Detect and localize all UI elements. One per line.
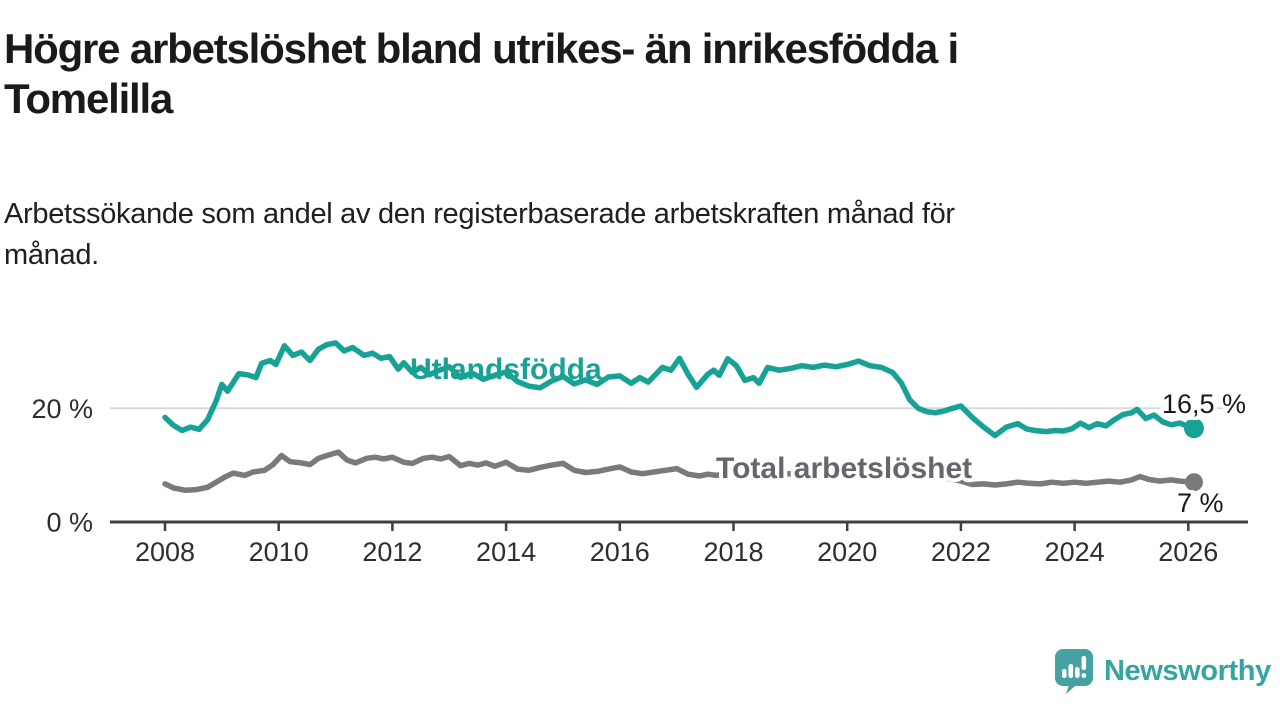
page-title: Högre arbetslöshet bland utrikes- än inr… bbox=[4, 24, 1274, 124]
x-tick-label-2014: 2014 bbox=[476, 537, 536, 567]
newsworthy-logo-icon bbox=[1055, 649, 1093, 694]
page-title-line1: Högre arbetslöshet bland utrikes- än inr… bbox=[4, 25, 959, 72]
y-axis-label-0: 0 % bbox=[46, 508, 93, 538]
series-line-total bbox=[162, 449, 1197, 493]
chart-subtitle: Arbetssökande som andel av den registerb… bbox=[4, 194, 1204, 276]
end-value-label-utlandsfodda: 16,5 % bbox=[1162, 389, 1246, 419]
bar-icon-medium bbox=[1068, 664, 1074, 678]
x-tick-label-2016: 2016 bbox=[590, 537, 650, 567]
end-value-label-total: 7 % bbox=[1177, 488, 1224, 518]
x-tick-label-2022: 2022 bbox=[931, 537, 991, 567]
x-tick-label-2012: 2012 bbox=[362, 537, 422, 567]
x-tick-label-2020: 2020 bbox=[817, 537, 877, 567]
speech-bubble-shape bbox=[1055, 649, 1093, 694]
bar-icon-short bbox=[1075, 667, 1080, 678]
x-tick-label-2008: 2008 bbox=[135, 537, 195, 567]
series-label-total: Total arbetslöshet bbox=[716, 452, 972, 485]
exclamation-bar-icon bbox=[1081, 656, 1087, 670]
series-line-utlandsfodda bbox=[162, 340, 1197, 439]
end-dot-utlandsfodda bbox=[1183, 418, 1204, 439]
exclamation-dot-icon bbox=[1081, 673, 1087, 678]
y-axis-label-20: 20 % bbox=[31, 394, 93, 424]
page-title-line2: Tomelilla bbox=[4, 75, 173, 122]
x-tick-label-2010: 2010 bbox=[249, 537, 309, 567]
x-tick-label-2026: 2026 bbox=[1158, 537, 1218, 567]
bar-icon-small bbox=[1062, 669, 1067, 678]
chart-subtitle-line1: Arbetssökande som andel av den registerb… bbox=[4, 198, 955, 230]
end-dot-total bbox=[1184, 473, 1203, 492]
newsworthy-logo-text: Newsworthy bbox=[1104, 655, 1271, 687]
chart-subtitle-line2: månad. bbox=[4, 239, 99, 271]
newsworthy-logo: Newsworthy bbox=[1055, 649, 1271, 694]
x-tick-label-2024: 2024 bbox=[1045, 537, 1105, 567]
x-tick-label-2018: 2018 bbox=[703, 537, 763, 567]
series-label-utlandsfodda: Utlandsfödda bbox=[410, 353, 602, 386]
